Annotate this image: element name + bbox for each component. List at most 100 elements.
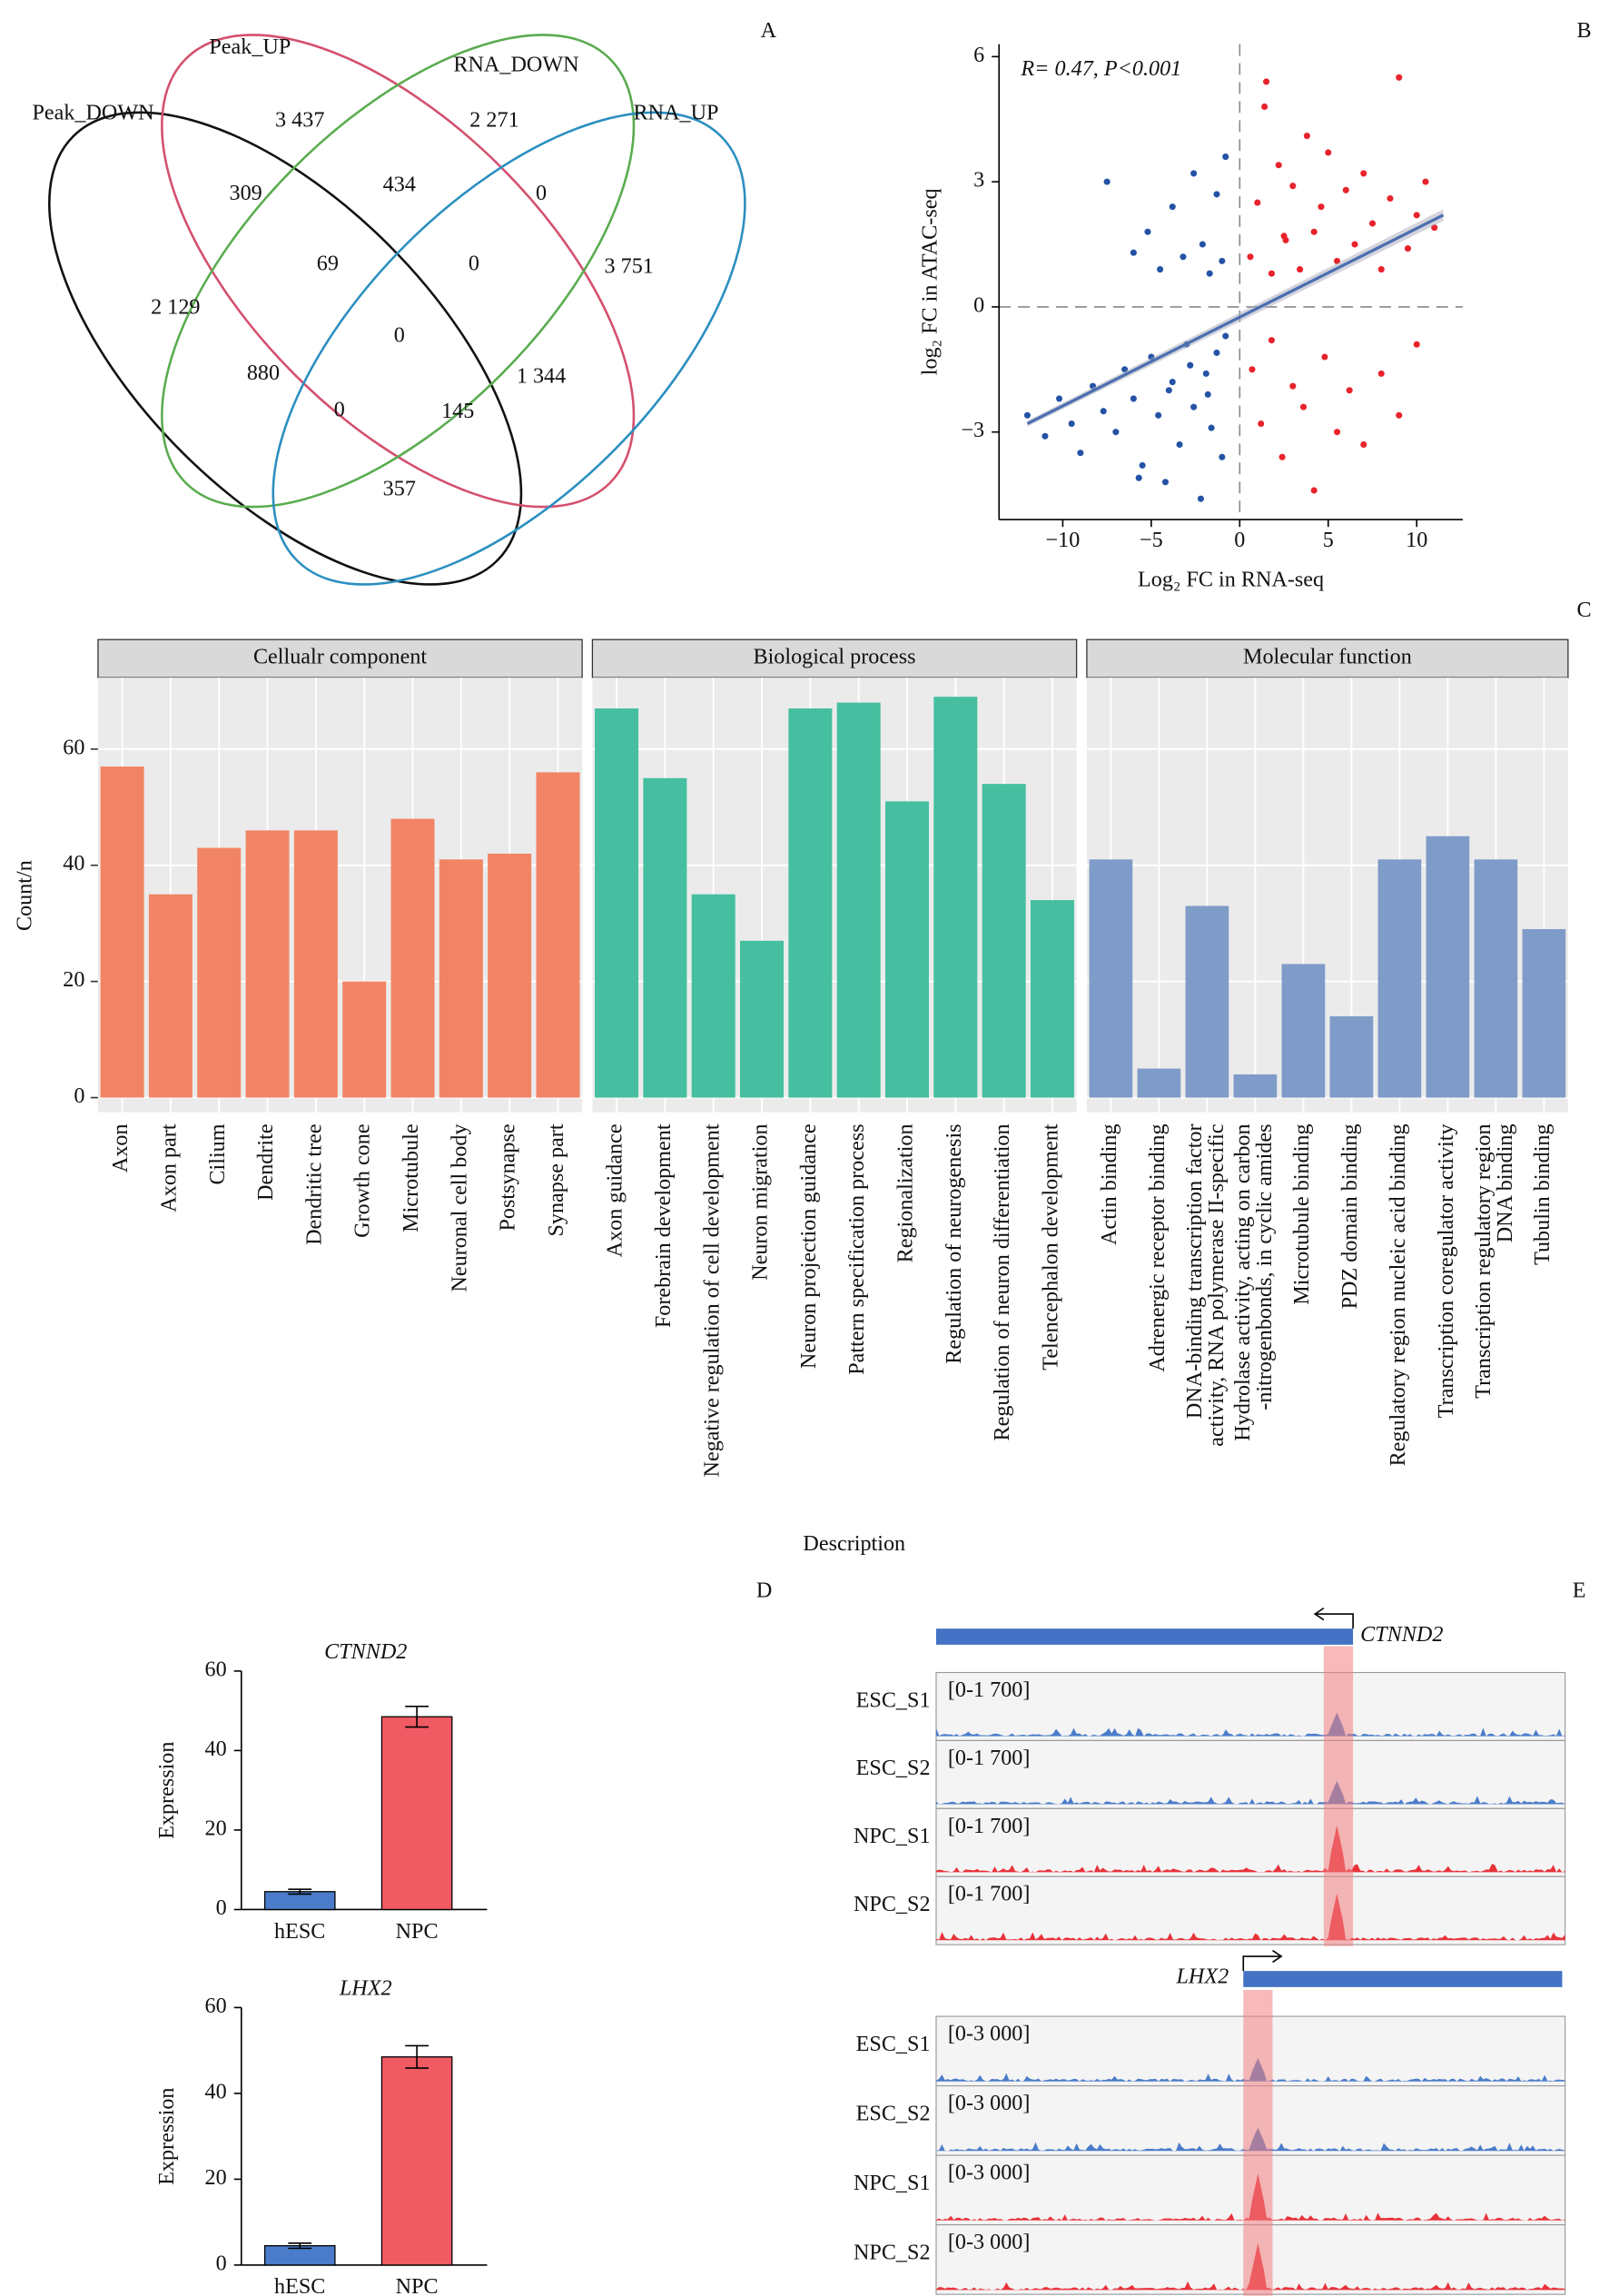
x-tick-label: Neuron migration [748, 1123, 773, 1280]
gene-model [935, 1628, 1354, 1645]
x-tick-label: Postsynapse [496, 1123, 520, 1231]
bar [1522, 929, 1566, 1098]
region-count: 2 271 [469, 107, 518, 132]
set-name: Peak_DOWN [32, 100, 153, 124]
point [1333, 429, 1341, 436]
bar [1377, 859, 1422, 1098]
x-tick-label: NPC [396, 1919, 439, 1944]
point [1155, 411, 1162, 419]
region-count: 357 [383, 476, 416, 500]
bar [788, 708, 833, 1098]
x-tick-label: Dendritic tree [301, 1123, 326, 1244]
x-tick-label: Synapse part [544, 1123, 568, 1236]
point [1413, 212, 1420, 219]
bar [595, 708, 639, 1098]
point [1342, 186, 1349, 193]
point [1254, 199, 1261, 206]
set-outline [271, 111, 746, 586]
region-count: 880 [247, 361, 280, 385]
y-tick-label: 0 [973, 292, 984, 317]
point [1404, 245, 1412, 252]
point [1299, 403, 1308, 411]
point [1318, 203, 1325, 211]
point [1103, 178, 1111, 185]
strip [1086, 638, 1569, 678]
chart-title: LHX2 [339, 1976, 392, 2001]
point [1077, 450, 1084, 457]
error-bar [288, 1888, 312, 1895]
bar [439, 859, 483, 1098]
point [1289, 382, 1297, 390]
track-range: [0-1 700] [948, 1882, 1031, 1906]
point [1023, 411, 1031, 419]
region-count: 0 [394, 322, 405, 347]
bar [933, 697, 978, 1098]
track-bg [935, 1671, 1566, 1741]
point [1413, 341, 1420, 348]
point [1377, 266, 1385, 273]
bar [536, 772, 580, 1098]
gene-model [1243, 1971, 1563, 1987]
point [1422, 178, 1429, 185]
point [1258, 420, 1265, 428]
bar [1281, 964, 1326, 1098]
bar [836, 702, 881, 1098]
y-axis-title: Count/n [13, 860, 37, 931]
region-count: 1 344 [517, 363, 566, 388]
error-bar [405, 1706, 429, 1728]
bar [691, 894, 735, 1098]
x-tick-label: Regulatory region nucleic acid binding [1386, 1123, 1410, 1466]
point [1187, 361, 1194, 369]
point [1396, 411, 1403, 419]
annotation: R= 0.47, P<0.001 [1020, 56, 1181, 81]
x-axis-title: Description [803, 1531, 905, 1556]
region-count: 0 [536, 181, 547, 205]
track-name: NPC_S1 [854, 2171, 931, 2195]
bar [1474, 859, 1518, 1098]
x-tick-label: Regulation of neuron differentiation [990, 1123, 1014, 1440]
point [1206, 270, 1213, 277]
point [1202, 370, 1209, 377]
x-tick-label: 10 [1406, 528, 1427, 552]
bar [1329, 1015, 1374, 1098]
track-range: [0-1 700] [948, 1677, 1031, 1702]
y-tick-label: 20 [205, 2165, 227, 2190]
track-range: [0-3 000] [948, 2161, 1031, 2185]
x-tick-label: hESC [274, 1919, 325, 1944]
x-tick-label: Neuronal cell body [447, 1123, 471, 1292]
bar [1089, 859, 1133, 1098]
point [1041, 432, 1049, 440]
x-tick-label: Axon part [156, 1123, 181, 1212]
point [1275, 162, 1282, 169]
point [1247, 253, 1254, 261]
tss-arrow [1313, 1607, 1354, 1629]
x-tick-label: NPC [396, 2274, 439, 2296]
y-axis-title: Expression [154, 1742, 179, 1839]
point [1157, 266, 1164, 273]
y-tick-label: 60 [205, 1657, 227, 1681]
bar [148, 894, 192, 1098]
region-count: 3 751 [605, 254, 654, 279]
highlight [1243, 1990, 1273, 2296]
point [1180, 253, 1187, 261]
x-tick-label: Adrenergic receptor binding [1145, 1123, 1170, 1371]
panel-label: C [1577, 598, 1592, 622]
track-name: ESC_S1 [856, 2032, 931, 2056]
point [1213, 191, 1220, 198]
point [1268, 270, 1275, 277]
bar [643, 777, 687, 1098]
track-name: ESC_S2 [856, 1756, 931, 1780]
bar [740, 940, 785, 1098]
point [1139, 461, 1146, 469]
x-tick-label: Transcription regulatory region [1471, 1123, 1495, 1398]
x-tick-label: DNA binding [1493, 1123, 1517, 1242]
x-tick-label: Regulation of neurogenesis [942, 1123, 966, 1363]
bar [342, 981, 387, 1098]
y-tick-label: 40 [63, 851, 84, 876]
x-tick-label: Forebrain development [651, 1123, 676, 1328]
point [1197, 495, 1204, 502]
y-tick-label: 20 [205, 1816, 227, 1840]
x-tick-label: Transcription coregulator activity [1434, 1123, 1458, 1418]
point [1204, 391, 1211, 398]
